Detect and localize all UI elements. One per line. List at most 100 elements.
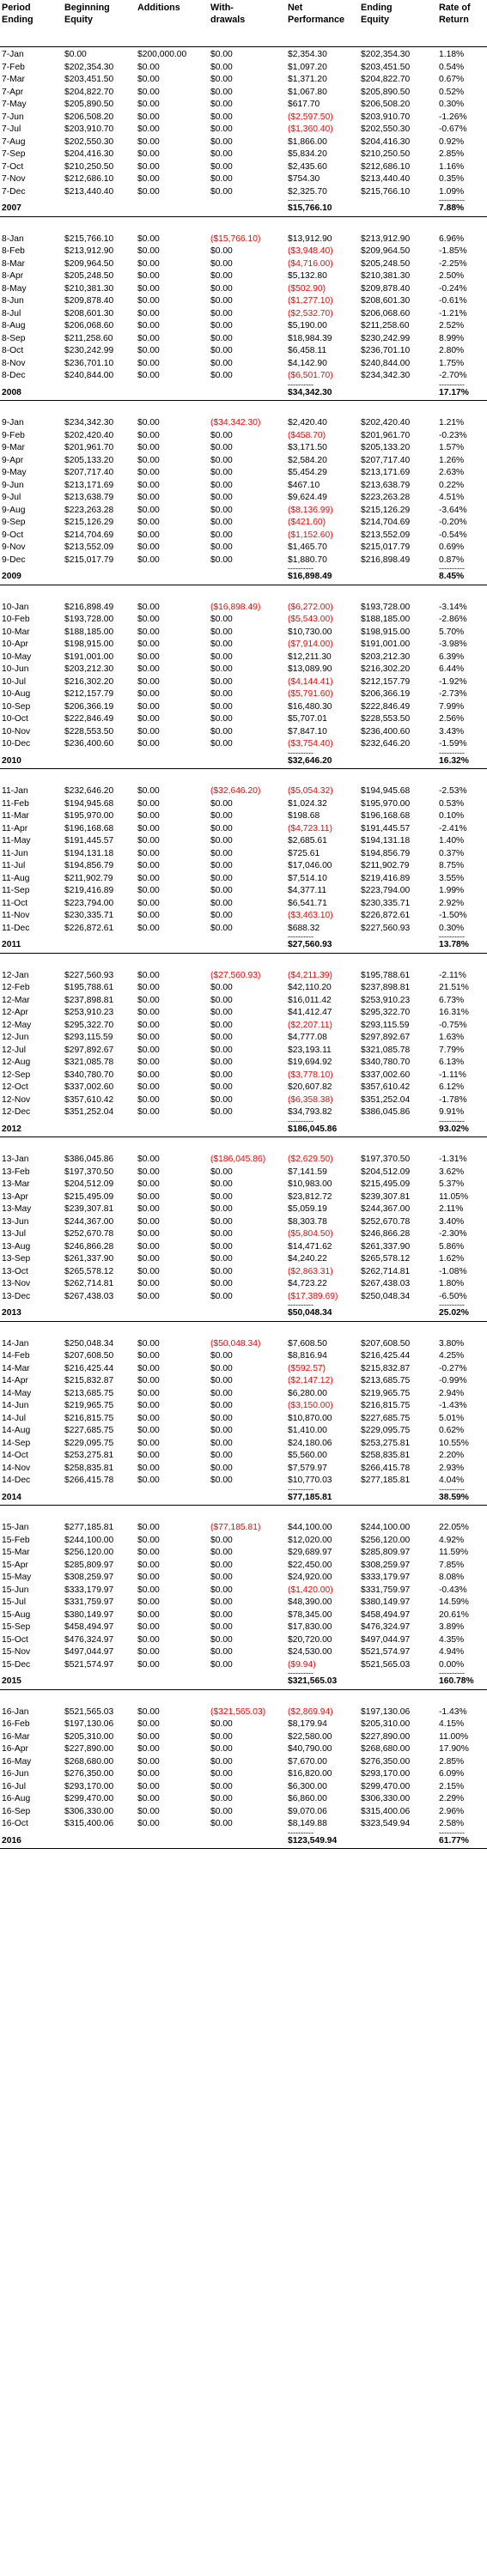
cell-period: 7-Feb <box>2 62 25 72</box>
cell-period: 10-Jan <box>2 602 29 612</box>
cell-net-performance: $20,607.82 <box>288 1082 332 1092</box>
cell-period: 13-May <box>2 1204 32 1214</box>
cell-additions: $0.00 <box>137 861 160 870</box>
cell-ending-equity: $297,892.67 <box>361 1033 411 1042</box>
cell-beginning-equity: $195,788.61 <box>64 983 114 992</box>
cell-ending-equity: $265,578.12 <box>361 1254 411 1264</box>
cell-ending-equity: $188,185.00 <box>361 615 411 624</box>
cell-period: 13-Apr <box>2 1191 28 1202</box>
cell-net-performance: $10,983.00 <box>288 1179 332 1189</box>
cell-additions: $0.00 <box>137 701 160 712</box>
cell-additions: $0.00 <box>137 1008 160 1017</box>
cell-rate-of-return: -0.54% <box>439 530 467 540</box>
cell-additions: $0.00 <box>137 174 160 184</box>
cell-additions: $0.00 <box>137 1191 160 1202</box>
cell-period: 13-Jul <box>2 1229 27 1239</box>
cell-additions: $0.00 <box>137 1388 160 1398</box>
cell-additions: $0.00 <box>137 1756 160 1767</box>
table-row: 11-Feb $194,945.68 $0.00 $0.00 $1,024.32 $195… <box>0 798 487 811</box>
cell-withdrawals: $0.00 <box>210 1769 233 1779</box>
cell-net-performance: $7,670.00 <box>288 1756 327 1767</box>
cell-rate-of-return: 4.94% <box>439 1647 465 1657</box>
cell-beginning-equity: $321,085.78 <box>64 1058 114 1067</box>
cell-ending-equity: $203,451.50 <box>361 62 411 72</box>
cell-period: 11-Oct <box>2 898 28 908</box>
year-label: 2008 <box>2 387 21 397</box>
cell-withdrawals: $0.00 <box>210 714 233 724</box>
cell-beginning-equity: $207,717.40 <box>64 468 114 477</box>
cell-ending-equity: $210,250.50 <box>361 149 411 159</box>
cell-beginning-equity: $213,912.90 <box>64 246 114 256</box>
cell-rate-of-return: -3.64% <box>439 505 467 515</box>
cell-additions: $0.00 <box>137 1573 160 1582</box>
cell-ending-equity: $331,759.97 <box>361 1585 411 1595</box>
cell-period: 16-Aug <box>2 1794 31 1803</box>
cell-rate-of-return: 0.92% <box>439 136 465 147</box>
cell-withdrawals: $0.00 <box>210 1191 233 1202</box>
table-row: 14-Oct $253,275.81 $0.00 $0.00 $5,560.00 $258… <box>0 1450 487 1463</box>
cell-period: 15-May <box>2 1573 32 1582</box>
cell-beginning-equity: $223,263.28 <box>64 505 114 515</box>
table-row: 8-Dec $240,844.00 $0.00 $0.00 ($6,501.70) $23… <box>0 370 487 383</box>
cell-period: 10-Oct <box>2 714 28 724</box>
rate-separator: ---------- <box>439 196 465 204</box>
cell-rate-of-return: 11.59% <box>439 1548 469 1557</box>
cell-beginning-equity: $194,945.68 <box>64 798 114 809</box>
cell-ending-equity: $497,044.97 <box>361 1634 411 1645</box>
cell-withdrawals: $0.00 <box>210 100 233 109</box>
cell-period: 14-Mar <box>2 1363 30 1373</box>
year-net-performance: $77,185.81 <box>288 1492 332 1502</box>
cell-rate-of-return: 2.15% <box>439 1781 465 1791</box>
cell-withdrawals: $0.00 <box>210 1020 233 1030</box>
table-row: 16-Oct $315,400.06 $0.00 $0.00 $8,149.88 $323… <box>0 1818 487 1831</box>
cell-period: 14-Jun <box>2 1401 29 1410</box>
cell-ending-equity: $196,168.68 <box>361 811 411 821</box>
cell-period: 10-Mar <box>2 627 30 637</box>
cell-withdrawals: $0.00 <box>210 861 233 870</box>
cell-period: 14-Dec <box>2 1476 31 1485</box>
cell-period: 14-Sep <box>2 1438 31 1448</box>
cell-rate-of-return: 0.67% <box>439 75 465 84</box>
cell-rate-of-return: 11.05% <box>439 1191 469 1202</box>
cell-rate-of-return: 22.05% <box>439 1523 469 1532</box>
cell-withdrawals: $0.00 <box>210 1744 233 1754</box>
cell-net-performance: $4,240.22 <box>288 1254 327 1264</box>
cell-additions: $0.00 <box>137 1070 160 1080</box>
table-row: 14-Mar $216,425.44 $0.00 $0.00 ($592.57) $215… <box>0 1363 487 1376</box>
cell-period: 8-Jun <box>2 296 24 306</box>
cell-ending-equity: $253,910.23 <box>361 995 411 1005</box>
cell-rate-of-return: 0.62% <box>439 1426 465 1435</box>
cell-net-performance: ($1,360.40) <box>288 124 333 134</box>
cell-withdrawals: $0.00 <box>210 1094 233 1105</box>
cell-withdrawals: $0.00 <box>210 161 233 172</box>
cell-withdrawals: $0.00 <box>210 112 233 122</box>
cell-period: 15-Jul <box>2 1597 27 1607</box>
cell-beginning-equity: $205,248.50 <box>64 271 114 281</box>
cell-period: 15-Mar <box>2 1548 30 1557</box>
cell-withdrawals: ($16,898.49) <box>210 602 261 612</box>
cell-net-performance: ($9.94) <box>288 1659 316 1670</box>
cell-period: 14-Feb <box>2 1351 30 1361</box>
cell-period: 8-Dec <box>2 371 26 380</box>
cell-period: 11-Feb <box>2 798 29 809</box>
cell-ending-equity: $194,945.68 <box>361 786 411 796</box>
table-row: 13-Feb $197,370.50 $0.00 $0.00 $7,141.59 $204… <box>0 1167 487 1179</box>
cell-additions: $0.00 <box>137 1463 160 1473</box>
cell-withdrawals: $0.00 <box>210 995 233 1005</box>
cell-net-performance: ($4,144.41) <box>288 676 333 687</box>
cell-beginning-equity: $205,310.00 <box>64 1731 114 1742</box>
cell-net-performance: $5,132.80 <box>288 271 327 281</box>
cell-period: 8-Oct <box>2 346 24 355</box>
table-row: 12-Aug $321,085.78 $0.00 $0.00 $19,694.92 $34… <box>0 1057 487 1070</box>
cell-rate-of-return: 5.86% <box>439 1241 465 1252</box>
table-row: 14-Nov $258,835.81 $0.00 $0.00 $7,579.97 $266… <box>0 1463 487 1476</box>
cell-additions: $0.00 <box>137 689 160 699</box>
cell-ending-equity: $205,133.20 <box>361 443 411 452</box>
cell-withdrawals: $0.00 <box>210 873 233 883</box>
cell-withdrawals: $0.00 <box>210 1622 233 1632</box>
cell-net-performance: $5,560.00 <box>288 1451 327 1460</box>
cell-withdrawals: $0.00 <box>210 1819 233 1828</box>
cell-withdrawals: $0.00 <box>210 1008 233 1017</box>
cell-rate-of-return: 2.92% <box>439 898 465 908</box>
cell-ending-equity: $227,560.93 <box>361 923 411 933</box>
